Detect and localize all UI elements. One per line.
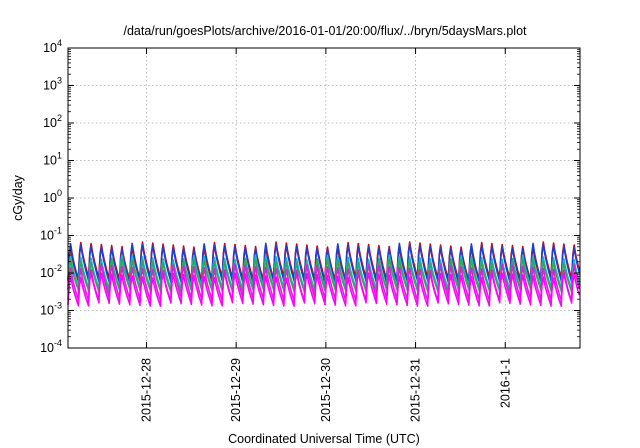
y-tick-label: 10-1 <box>40 226 62 243</box>
x-tick-label: 2015-12-29 <box>229 358 243 422</box>
y-tick-label: 103 <box>43 76 62 93</box>
y-tick-label: 101 <box>43 151 62 168</box>
x-tick-label: 2015-12-28 <box>139 358 153 422</box>
x-axis: 2015-12-28 2015-12-29 2015-12-30 2015-12-31… <box>139 48 512 422</box>
y-tick-label: 10-4 <box>40 338 62 355</box>
x-tick-label: 2015-12-31 <box>409 358 423 422</box>
series-line <box>67 271 581 307</box>
y-tick-label: 104 <box>43 38 62 55</box>
x-tick-label: 2016-1-1 <box>498 358 512 408</box>
x-tick-label: 2015-12-30 <box>319 358 333 422</box>
y-tick-label: 102 <box>43 113 62 130</box>
y-tick-label: 10-2 <box>40 263 62 280</box>
series-layer <box>67 241 581 307</box>
y-tick-label: 10-3 <box>40 301 62 318</box>
y-axis: 10-4 10-3 10-2 10-1 100 101 102 103 104 <box>40 38 580 355</box>
series-line <box>67 242 581 285</box>
y-tick-label: 100 <box>43 188 62 205</box>
series-line <box>67 257 581 294</box>
y-axis-label: cGy/day <box>11 174 25 221</box>
x-axis-label: Coordinated Universal Time (UTC) <box>228 432 420 446</box>
chart-title: /data/run/goesPlots/archive/2016-01-01/2… <box>123 24 527 38</box>
